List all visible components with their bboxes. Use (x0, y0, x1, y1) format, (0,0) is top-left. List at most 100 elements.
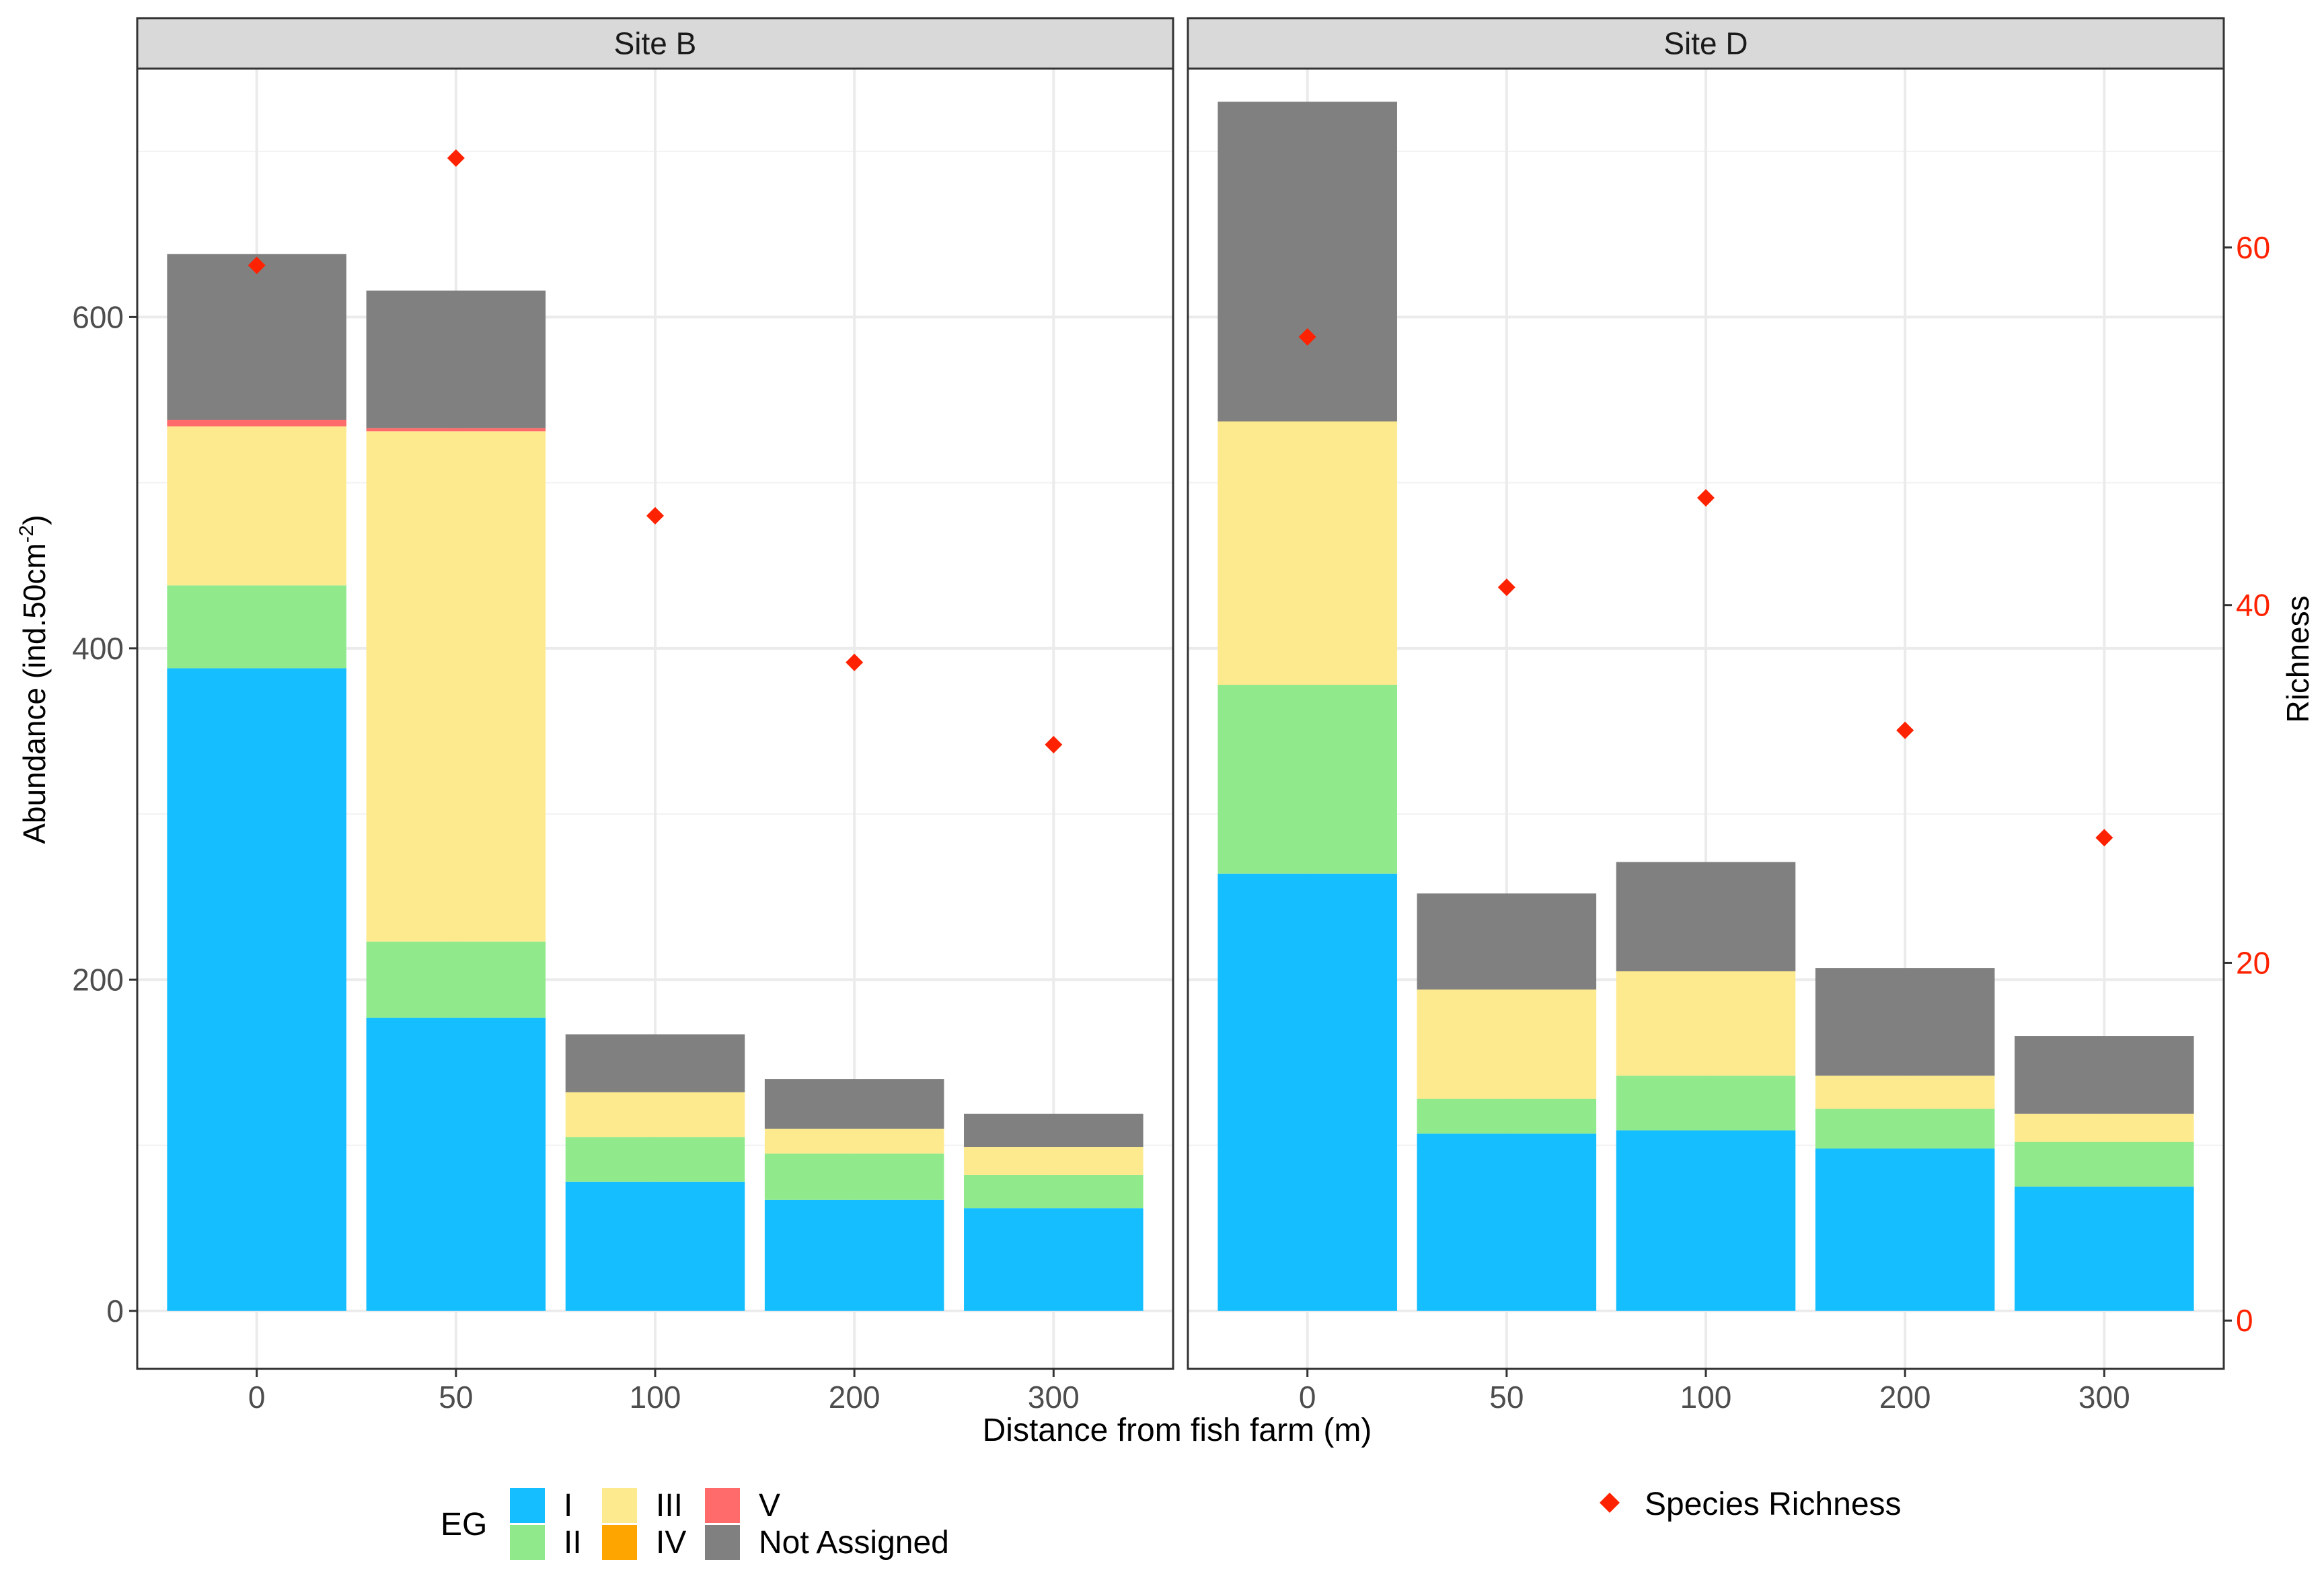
bar-segment-i-50 (1417, 1133, 1597, 1311)
x-tick-label: 200 (829, 1380, 880, 1415)
richness-point-50 (447, 149, 465, 167)
x-tick-label: 200 (1879, 1380, 1931, 1415)
bar-segment-iii-100 (1616, 971, 1796, 1076)
panel-2: Site D 0 50 100 200 300 (1187, 17, 2225, 1415)
y-axis-right: 0 20 40 60 (2224, 230, 2270, 1338)
richness-point-100 (1697, 489, 1715, 507)
legend-key-ii (510, 1525, 545, 1560)
bar-segment-ii-0 (1217, 685, 1397, 874)
bar-segment-iii-50 (1417, 989, 1597, 1099)
x-axis-label: Distance from fish farm (m) (983, 1413, 1372, 1448)
y-axis-left: 0 200 400 600 (72, 299, 137, 1328)
bar-segment-ii-0 (167, 585, 346, 669)
facet-title: Site D (1663, 26, 1748, 61)
bar-segment-iii-200 (1815, 1076, 1995, 1109)
richness-point-0 (248, 256, 266, 274)
bar-segment-iii-300 (964, 1147, 1144, 1175)
bar-segment-v-50 (366, 428, 546, 432)
richness-point-300 (2095, 829, 2113, 847)
y-axis-label-close: ) (17, 515, 52, 525)
y-axis-label-sup: -2 (15, 525, 38, 544)
facet-strip (1187, 17, 2225, 70)
x-tick-label: 300 (1028, 1380, 1080, 1415)
facet-panels: Site B 0 50 100 200 300 Site D 0 50 100 200 300 (136, 17, 2225, 1415)
legend-key-iii (602, 1488, 637, 1523)
legend-richness-marker (1600, 1493, 1620, 1513)
bar-segment-i-50 (366, 1017, 546, 1311)
y-tick-label: 0 (106, 1294, 124, 1328)
bar-segment-iii-0 (167, 426, 346, 586)
legend-label-na: Not Assigned (759, 1525, 949, 1561)
legend-key-na (705, 1525, 740, 1560)
bar-segment-ii-50 (366, 941, 546, 1018)
legend-title: EG (441, 1507, 487, 1542)
bar-segment-iii-300 (2015, 1113, 2194, 1142)
y-axis-label-main: Abundance (ind.50cm (17, 543, 52, 844)
x-tick-label: 300 (2078, 1380, 2130, 1415)
bar-segment-ii-100 (565, 1137, 745, 1182)
legend-label-ii: II (564, 1525, 582, 1561)
y2-tick-label: 20 (2236, 945, 2270, 980)
legend-label-iv: IV (656, 1525, 686, 1561)
x-tick-label: 100 (1680, 1380, 1732, 1415)
y2-tick-label: 60 (2236, 230, 2270, 265)
facet-strip (136, 17, 1174, 70)
bar-segment-ii-200 (764, 1153, 944, 1200)
y2-tick-label: 40 (2236, 588, 2270, 623)
bar-segment-i-0 (1217, 873, 1397, 1311)
bar-segment-na-50 (1417, 893, 1597, 990)
y-tick-label: 600 (72, 299, 124, 334)
bar-segment-na-0 (167, 254, 346, 420)
richness-point-200 (1896, 721, 1914, 739)
y2-tick-label: 0 (2236, 1303, 2253, 1338)
bar-segment-ii-100 (1616, 1076, 1796, 1131)
x-tick-label: 50 (439, 1380, 473, 1415)
bar-segment-ii-300 (2015, 1141, 2194, 1187)
bar-segment-iii-100 (565, 1092, 745, 1137)
bar-segment-ii-50 (1417, 1098, 1597, 1134)
legend-label-v: V (759, 1488, 780, 1524)
y-axis-label: Abundance (ind.50cm-2) (15, 515, 52, 844)
bar-segment-iii-0 (1217, 421, 1397, 685)
bar-segment-i-0 (167, 668, 346, 1311)
x-tick-label: 0 (1299, 1380, 1316, 1415)
bar-segment-i-300 (2015, 1187, 2194, 1311)
bar-segment-na-300 (2015, 1036, 2194, 1114)
bar-segment-na-100 (565, 1034, 745, 1092)
richness-point-200 (846, 653, 864, 671)
legend-key-i (510, 1488, 545, 1523)
bar-segment-iii-50 (366, 431, 546, 942)
bar-segment-i-200 (1815, 1148, 1995, 1311)
bar-segment-na-100 (1616, 862, 1796, 972)
richness-point-300 (1045, 736, 1063, 754)
bar-segment-na-200 (764, 1079, 944, 1129)
bar-segment-ii-200 (1815, 1109, 1995, 1149)
legend-label-i: I (564, 1488, 572, 1524)
bar-segment-iii-200 (764, 1128, 944, 1154)
bar-segment-i-100 (1616, 1130, 1796, 1311)
x-tick-label: 100 (630, 1380, 681, 1415)
panel-1: Site B 0 50 100 200 300 (136, 17, 1174, 1415)
x-tick-label: 0 (248, 1380, 266, 1415)
legend-key-v (705, 1488, 740, 1523)
facet-title: Site B (614, 26, 697, 61)
bar-segment-na-200 (1815, 968, 1995, 1076)
bar-segment-na-50 (366, 290, 546, 428)
legend-richness-label: Species Richness (1645, 1487, 1902, 1522)
y-tick-label: 400 (72, 631, 124, 666)
bar-segment-ii-300 (964, 1174, 1144, 1209)
richness-point-50 (1497, 578, 1515, 597)
bar-segment-v-0 (167, 420, 346, 426)
bar-segment-na-0 (1217, 102, 1397, 422)
legend-key-iv (602, 1525, 637, 1560)
bar-segment-na-300 (964, 1113, 1144, 1148)
bar-segment-i-300 (964, 1208, 1144, 1311)
x-tick-label: 50 (1489, 1380, 1524, 1415)
bar-segment-i-200 (764, 1199, 944, 1311)
richness-point-0 (1298, 328, 1316, 346)
y2-axis-label: Richness (2280, 595, 2315, 722)
richness-point-100 (646, 507, 664, 525)
bar-segment-i-100 (565, 1181, 745, 1311)
